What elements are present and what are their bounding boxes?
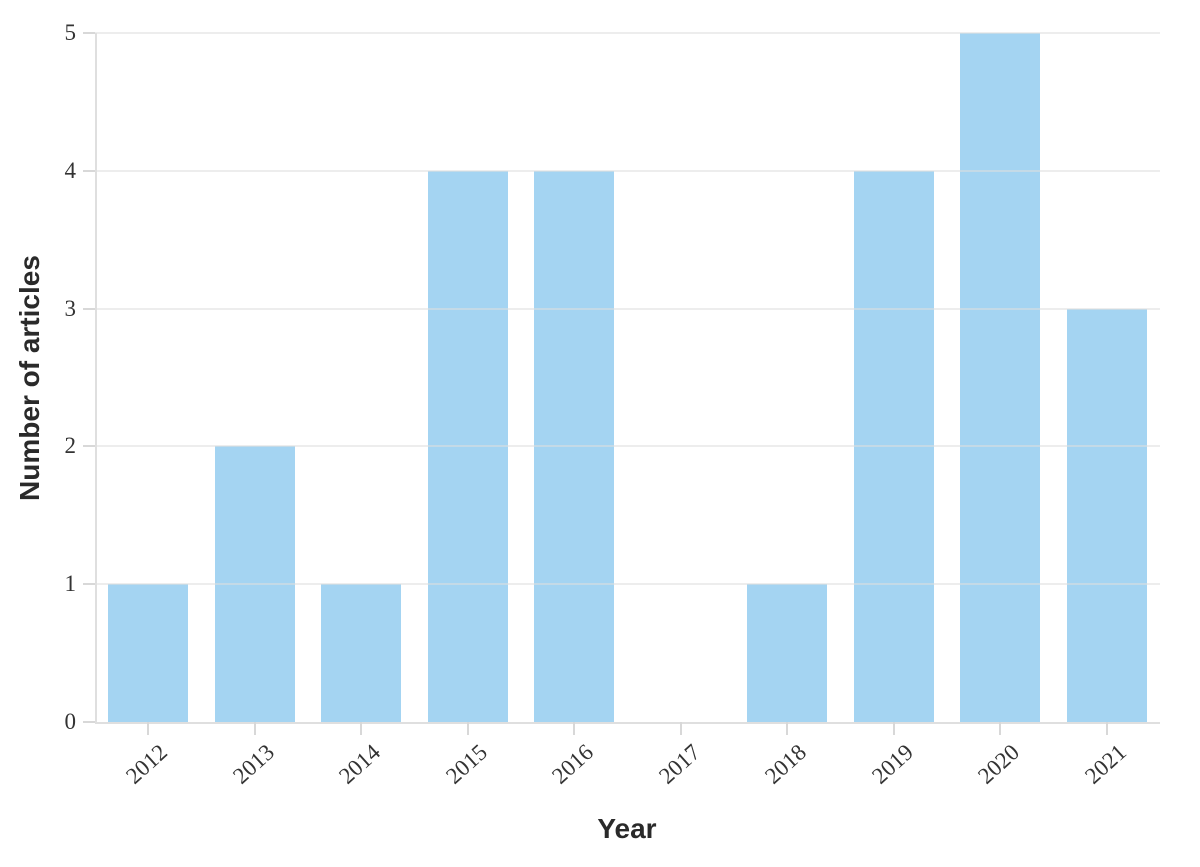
bar-2020 [960, 33, 1041, 722]
y-tick-label-3: 3 [64, 295, 77, 321]
y-tick-0 [83, 721, 95, 723]
x-tick-2020 [999, 722, 1002, 735]
x-tick-2016 [573, 722, 576, 735]
x-tick-2018 [786, 722, 789, 735]
x-tick-2015 [466, 722, 469, 735]
bar-2021 [1066, 308, 1147, 722]
y-tick-label-2: 2 [64, 433, 77, 459]
x-tick-label-2018: 2018 [760, 739, 812, 789]
bar-2018 [747, 584, 828, 722]
gridline-y-2 [95, 445, 1160, 448]
x-tick-2013 [253, 722, 256, 735]
x-tick-label-2014: 2014 [334, 739, 386, 789]
y-tick-5 [83, 32, 95, 34]
x-axis-line [95, 722, 1160, 724]
x-tick-label-2013: 2013 [227, 739, 279, 789]
x-tick-2017 [679, 722, 682, 735]
x-tick-2021 [1105, 722, 1108, 735]
x-tick-label-2015: 2015 [440, 739, 492, 789]
x-axis-title: Year [597, 813, 657, 844]
y-axis-line [95, 33, 97, 722]
y-axis-title: Number of articles [14, 255, 45, 501]
y-tick-label-4: 4 [64, 157, 77, 183]
x-tick-label-2020: 2020 [973, 739, 1025, 789]
gridline-y-3 [95, 307, 1160, 310]
y-tick-label-1: 1 [64, 571, 77, 597]
y-tick-3 [83, 307, 95, 310]
x-tick-2012 [147, 722, 150, 735]
gridline-y-1 [95, 583, 1160, 586]
x-tick-label-2019: 2019 [866, 739, 918, 789]
x-tick-label-2016: 2016 [547, 739, 599, 789]
bar-2014 [321, 584, 402, 722]
y-tick-1 [83, 583, 95, 586]
y-tick-2 [83, 445, 95, 448]
x-tick-label-2021: 2021 [1079, 739, 1131, 789]
x-tick-label-2012: 2012 [121, 739, 173, 789]
x-tick-2019 [892, 722, 895, 735]
bar-2012 [108, 584, 189, 722]
y-tick-label-0: 0 [64, 709, 77, 734]
x-tick-label-2017: 2017 [653, 739, 705, 789]
y-tick-4 [83, 169, 95, 172]
gridline-y-5 [95, 32, 1160, 34]
y-tick-label-5: 5 [64, 20, 77, 45]
x-tick-2014 [360, 722, 363, 735]
gridline-y-4 [95, 169, 1160, 172]
